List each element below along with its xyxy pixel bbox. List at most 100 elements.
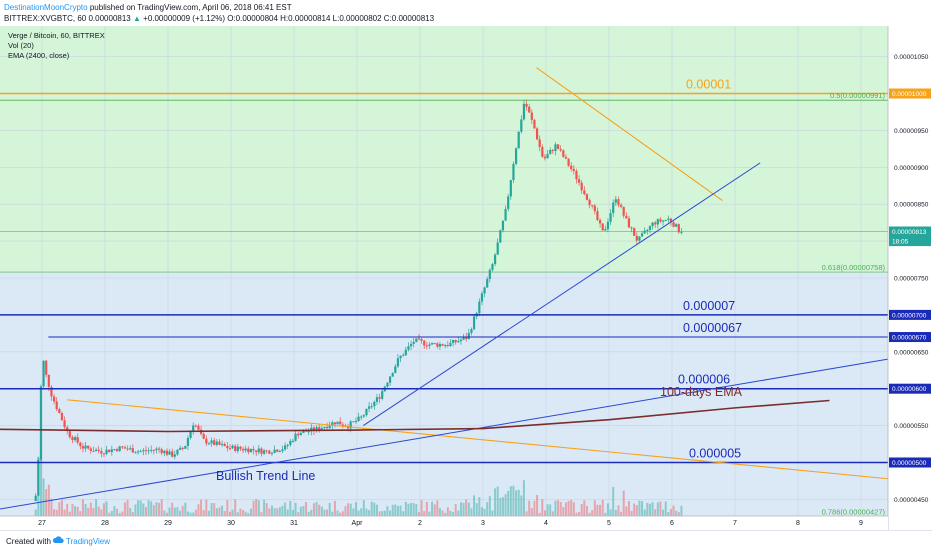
candle-body	[564, 156, 568, 159]
volume-bar	[622, 490, 625, 516]
time-tick-label: 30	[227, 520, 235, 527]
candle-body	[226, 446, 229, 449]
volume-bar	[95, 499, 98, 516]
tradingview-link[interactable]: TradingView	[66, 537, 111, 546]
candle-body	[514, 148, 518, 164]
candle-body	[428, 344, 431, 346]
volume-bar	[234, 499, 237, 516]
candle-body	[433, 343, 436, 345]
candle-body	[276, 449, 279, 452]
volume-bar	[142, 503, 145, 516]
time-tick-label: 29	[164, 520, 172, 527]
price-tick-label: 0.00001050	[894, 54, 929, 61]
candle-body	[66, 427, 69, 432]
volume-bar	[446, 507, 449, 516]
volume-bar	[612, 486, 615, 516]
candle-body	[87, 445, 90, 449]
time-tick-label: 3	[481, 520, 485, 527]
volume-bar	[609, 509, 612, 516]
volume-bar	[352, 508, 355, 516]
price-axis[interactable]: 0.00001050 0.00000950 0.00000900 0.00000850…	[887, 26, 932, 530]
candle-body	[549, 149, 552, 155]
candle-body	[635, 235, 638, 241]
author-link[interactable]: DestinationMoonCrypto	[4, 3, 88, 12]
volume-bar	[473, 495, 476, 516]
time-tick-label: 6	[670, 520, 674, 527]
candle-body	[648, 226, 652, 230]
candle-body	[507, 196, 510, 209]
time-axis[interactable]: 27 28 29 30 31 Apr 2 3 4 5 6 7 8 9	[0, 515, 888, 530]
candle-body	[223, 443, 226, 447]
volume-bar	[588, 512, 591, 516]
volume-bar	[45, 489, 48, 516]
candle-body	[181, 447, 184, 449]
volume-bar	[431, 501, 434, 516]
candle-body	[241, 448, 245, 451]
candle-body	[315, 427, 318, 431]
time-tick-label: 4	[544, 520, 548, 527]
volume-bar	[236, 512, 239, 516]
candle-body	[596, 211, 599, 220]
candle-body	[123, 447, 127, 449]
candle-body	[441, 344, 444, 346]
volume-bar	[512, 485, 515, 516]
candle-body	[134, 452, 137, 454]
candle-body	[160, 449, 163, 454]
candle-body	[155, 448, 158, 451]
candle-body	[105, 449, 108, 454]
price-tag-box	[889, 309, 931, 320]
volume-bar	[449, 510, 452, 516]
volume-bar	[491, 510, 494, 516]
candle-body	[165, 450, 169, 455]
price-chart[interactable]: 0.00001 0.000007 0.0000067 0.000006 0.000005…	[0, 26, 932, 530]
price-tick-label: 0.00000750	[894, 276, 929, 283]
candle-body	[404, 349, 407, 356]
volume-bar	[669, 509, 672, 516]
candle-body	[444, 345, 447, 347]
candle-body	[34, 495, 37, 501]
candle-body	[585, 194, 589, 200]
volume-bar	[365, 508, 368, 516]
candle-body	[152, 449, 155, 451]
candle-body	[638, 236, 641, 241]
volume-bar	[399, 505, 402, 516]
candle-body	[551, 149, 554, 151]
candle-body	[504, 208, 507, 221]
symbol-label: BITTREX:XVGBTC, 60	[4, 14, 87, 23]
candle-body	[360, 416, 363, 418]
candle-body	[528, 106, 531, 113]
candle-body	[270, 452, 274, 454]
candle-body	[556, 144, 560, 149]
candle-body	[144, 450, 148, 452]
candle-body	[333, 422, 337, 425]
volume-bar	[533, 500, 536, 516]
candle-body	[207, 443, 211, 445]
volume-bar	[504, 494, 507, 516]
volume-bar	[488, 496, 491, 516]
candle-body	[570, 165, 573, 170]
volume-bar	[150, 501, 153, 516]
candle-body	[310, 427, 313, 432]
candle-body	[113, 449, 116, 451]
time-tick-label: 28	[101, 520, 109, 527]
published-text: published on TradingView.com, April 06, …	[89, 3, 292, 12]
volume-bar	[635, 505, 638, 516]
candle-body	[470, 329, 473, 333]
candle-body	[362, 415, 365, 417]
time-tick-label: 5	[607, 520, 611, 527]
volume-bar	[139, 500, 142, 516]
volume-bar	[522, 480, 525, 516]
candle-body	[68, 431, 71, 438]
volume-bar	[425, 501, 428, 516]
volume-bar	[407, 503, 410, 516]
volume-bar	[423, 511, 426, 516]
time-tick-label: Apr	[352, 520, 364, 527]
candle-body	[139, 451, 142, 453]
volume-bar	[646, 503, 649, 516]
candle-body	[577, 179, 581, 183]
candle-body	[467, 332, 470, 339]
volume-bar	[417, 512, 420, 516]
volume-bar	[604, 512, 607, 516]
volume-bar	[226, 500, 229, 516]
volume-bar	[530, 508, 533, 516]
